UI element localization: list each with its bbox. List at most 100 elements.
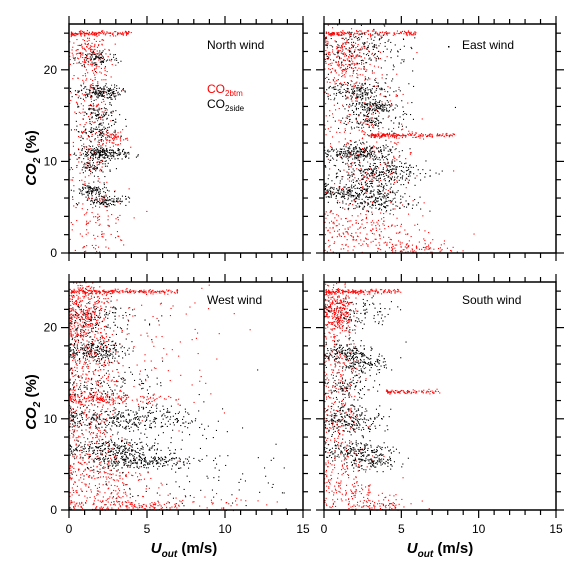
co2btm-point bbox=[77, 426, 79, 428]
co2side-point bbox=[353, 462, 355, 464]
co2btm-point bbox=[355, 477, 357, 479]
co2side-point bbox=[344, 449, 346, 451]
co2side-point bbox=[345, 427, 347, 429]
co2btm-point bbox=[363, 291, 365, 293]
co2btm-point bbox=[92, 399, 94, 401]
co2btm-point bbox=[344, 356, 346, 358]
co2side-point bbox=[172, 458, 174, 460]
co2btm-point bbox=[110, 429, 112, 431]
co2side-point bbox=[384, 462, 386, 464]
co2side-point bbox=[91, 421, 93, 423]
co2side-point bbox=[81, 410, 83, 412]
co2btm-point bbox=[80, 505, 82, 507]
co2side-point bbox=[118, 449, 120, 451]
co2side-point bbox=[152, 394, 154, 396]
co2side-point bbox=[70, 409, 72, 411]
co2btm-point bbox=[389, 391, 391, 393]
co2side-point bbox=[132, 423, 134, 425]
co2side-point bbox=[152, 411, 154, 413]
co2btm-point bbox=[74, 399, 76, 401]
co2side-point bbox=[122, 416, 124, 418]
co2btm-point bbox=[124, 400, 126, 402]
co2btm-point bbox=[425, 392, 427, 394]
co2side-point bbox=[124, 449, 126, 451]
co2side-point bbox=[112, 422, 114, 424]
co2btm-point bbox=[352, 370, 354, 372]
co2btm-point bbox=[331, 307, 333, 309]
co2side-point bbox=[357, 360, 359, 362]
co2btm-point bbox=[69, 417, 71, 419]
co2side-point bbox=[104, 354, 106, 356]
co2btm-point bbox=[404, 392, 406, 394]
co2side-point bbox=[348, 367, 350, 369]
co2side-point bbox=[134, 458, 136, 460]
co2btm-point bbox=[324, 355, 326, 357]
co2btm-point bbox=[90, 353, 92, 355]
co2btm-point bbox=[348, 503, 350, 505]
co2side-point bbox=[121, 351, 123, 353]
co2btm-point bbox=[109, 469, 111, 471]
co2btm-point bbox=[374, 507, 376, 509]
co2side-point bbox=[147, 445, 149, 447]
co2side-point bbox=[346, 355, 348, 357]
co2btm-point bbox=[351, 492, 353, 494]
co2side-point bbox=[351, 423, 353, 425]
co2btm-point bbox=[143, 503, 145, 505]
co2btm-point bbox=[396, 390, 398, 392]
co2side-point bbox=[368, 419, 370, 421]
co2btm-point bbox=[354, 485, 356, 487]
co2side-point bbox=[169, 423, 171, 425]
co2btm-point bbox=[338, 296, 340, 298]
co2side-point bbox=[112, 344, 114, 346]
co2btm-point bbox=[329, 309, 331, 311]
co2btm-point bbox=[76, 313, 78, 315]
co2side-point bbox=[351, 356, 353, 358]
co2btm-point bbox=[324, 408, 326, 410]
co2btm-point bbox=[374, 293, 376, 295]
co2side-point bbox=[324, 381, 326, 383]
co2side-point bbox=[356, 356, 358, 358]
co2btm-point bbox=[75, 409, 77, 411]
co2btm-point bbox=[359, 449, 361, 451]
co2side-point bbox=[114, 416, 116, 418]
co2btm-point bbox=[336, 424, 338, 426]
co2btm-point bbox=[347, 322, 349, 324]
co2side-point bbox=[105, 442, 107, 444]
co2btm-point bbox=[83, 334, 85, 336]
co2btm-point bbox=[131, 505, 133, 507]
co2side-point bbox=[244, 480, 246, 482]
co2btm-point bbox=[353, 451, 355, 453]
co2side-point bbox=[378, 355, 380, 357]
co2side-point bbox=[361, 460, 363, 462]
co2side-point bbox=[358, 377, 360, 379]
co2btm-point bbox=[341, 493, 343, 495]
co2side-point bbox=[121, 441, 123, 443]
co2btm-point bbox=[86, 407, 88, 409]
co2side-point bbox=[160, 463, 162, 465]
co2btm-point bbox=[93, 500, 95, 502]
co2btm-point bbox=[390, 390, 392, 392]
co2side-point bbox=[70, 452, 72, 454]
co2side-point bbox=[370, 418, 372, 420]
co2side-point bbox=[86, 387, 88, 389]
co2btm-point bbox=[338, 295, 340, 297]
co2side-point bbox=[369, 362, 371, 364]
co2btm-point bbox=[348, 290, 350, 292]
co2side-point bbox=[130, 419, 132, 421]
co2btm-point bbox=[353, 470, 355, 472]
co2btm-point bbox=[342, 289, 344, 291]
co2side-point bbox=[85, 352, 87, 354]
co2side-point bbox=[114, 307, 116, 309]
co2side-point bbox=[183, 461, 185, 463]
co2side-point bbox=[165, 462, 167, 464]
co2btm-point bbox=[103, 399, 105, 401]
co2side-point bbox=[125, 428, 127, 430]
co2side-point bbox=[114, 343, 116, 345]
co2side-point bbox=[333, 308, 335, 310]
co2side-point bbox=[169, 418, 171, 420]
co2side-point bbox=[364, 303, 366, 305]
co2side-point bbox=[342, 390, 344, 392]
co2side-point bbox=[116, 425, 118, 427]
co2side-point bbox=[118, 445, 120, 447]
co2side-point bbox=[369, 369, 371, 371]
